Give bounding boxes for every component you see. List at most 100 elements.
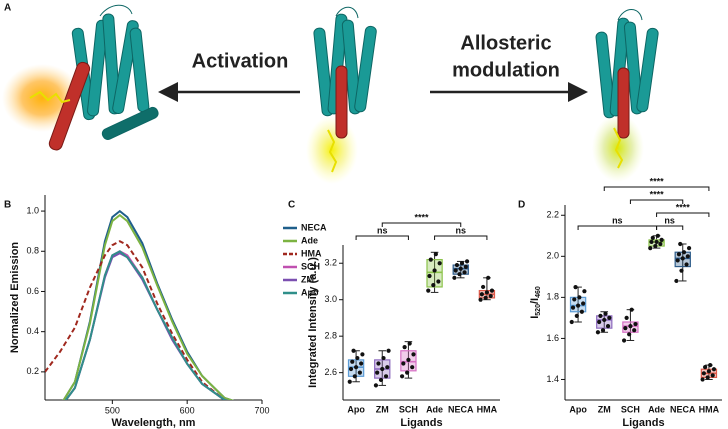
glow: [306, 116, 358, 184]
data-point: [581, 301, 586, 306]
data-point: [433, 252, 438, 257]
significance-bracket: [577, 225, 658, 230]
data-point: [582, 289, 587, 294]
data-point: [350, 359, 355, 364]
y-tick-label: 0.4: [26, 326, 39, 336]
glow: [592, 114, 644, 182]
data-point: [679, 268, 684, 273]
y-tick-label: 1.6: [546, 333, 559, 343]
data-point: [486, 275, 491, 280]
data-point: [600, 328, 606, 333]
series-line: [62, 213, 235, 400]
data-point: [355, 355, 360, 361]
data-point: [488, 293, 493, 299]
y-axis-label: Integrated Intensity (a.u.): [307, 257, 319, 388]
data-point: [479, 292, 484, 297]
data-point: [678, 241, 683, 247]
x-tick-label: 700: [254, 405, 269, 415]
data-point: [454, 262, 460, 268]
data-point: [577, 295, 582, 300]
data-point: [407, 341, 412, 346]
helix-red: [335, 65, 348, 139]
x-tick-label: Apo: [347, 404, 365, 414]
data-point: [347, 379, 352, 384]
data-point: [405, 370, 410, 375]
x-tick-label: ZM: [376, 404, 389, 414]
y-tick-label: 2.2: [546, 210, 559, 220]
data-point: [385, 365, 390, 370]
y-tick-label: 0.2: [26, 366, 39, 376]
y-tick-label: 2.0: [546, 251, 559, 261]
modulation-label: Allosteric: [460, 32, 551, 54]
modulation-label: modulation: [452, 59, 560, 81]
y-tick-label: 3.2: [324, 258, 337, 268]
data-point: [431, 283, 436, 288]
significance-label: ****: [414, 212, 429, 222]
data-point: [453, 268, 458, 273]
y-tick-label: 1.4: [546, 374, 559, 384]
data-point: [681, 250, 687, 255]
x-axis-label: Ligands: [400, 417, 442, 429]
data-point: [655, 233, 660, 238]
significance-label: ****: [650, 176, 665, 186]
data-point: [685, 254, 690, 259]
data-point: [575, 303, 581, 308]
x-tick-label: NECA: [670, 404, 696, 414]
ligand: [613, 127, 624, 169]
data-point: [375, 370, 380, 375]
data-point: [572, 297, 577, 302]
data-point: [603, 311, 608, 316]
data-point: [650, 235, 655, 240]
y-tick-label: 3.0: [324, 294, 337, 304]
data-point: [632, 328, 637, 333]
data-point: [458, 266, 463, 271]
significance-bracket: [434, 235, 488, 240]
x-tick-label: SCH: [399, 404, 418, 414]
data-point: [605, 324, 611, 329]
data-point: [399, 374, 405, 379]
significance-label: ns: [455, 225, 466, 235]
data-point: [579, 309, 584, 314]
data-point: [457, 272, 462, 277]
data-point: [360, 352, 365, 357]
legend-label: Ade: [301, 235, 318, 245]
data-point: [357, 370, 362, 375]
data-point: [428, 257, 433, 262]
data-point: [705, 375, 710, 380]
data-point: [427, 273, 432, 279]
data-point: [359, 361, 364, 366]
data-point: [595, 330, 601, 335]
data-point: [402, 345, 407, 350]
data-point: [658, 241, 663, 247]
x-tick-label: 600: [180, 405, 195, 415]
data-point: [684, 262, 689, 267]
data-point: [352, 374, 357, 379]
x-tick-label: ZM: [598, 404, 611, 414]
data-point: [348, 366, 354, 372]
data-point: [489, 288, 495, 293]
y-label-part: 460: [535, 286, 542, 298]
panel-label: A: [4, 3, 11, 14]
legend-label: HMA: [301, 248, 322, 258]
data-point: [406, 357, 411, 362]
series-line: [64, 250, 229, 400]
data-point: [628, 324, 633, 329]
data-point: [381, 355, 386, 361]
data-point: [653, 243, 658, 249]
data-point: [432, 268, 437, 273]
helix-red: [617, 67, 630, 139]
helix-red: [48, 61, 91, 151]
data-point: [621, 338, 627, 343]
significance-bracket: [381, 222, 462, 227]
x-tick-label: SCH: [621, 404, 640, 414]
data-point: [680, 256, 685, 261]
data-point: [700, 377, 705, 382]
data-point: [459, 261, 465, 266]
data-point: [378, 377, 384, 383]
data-point: [674, 278, 679, 284]
series-line: [45, 240, 229, 400]
data-point: [633, 321, 638, 327]
x-tick-label: NECA: [448, 404, 474, 414]
data-point: [373, 383, 379, 388]
significance-label: ****: [650, 189, 665, 199]
